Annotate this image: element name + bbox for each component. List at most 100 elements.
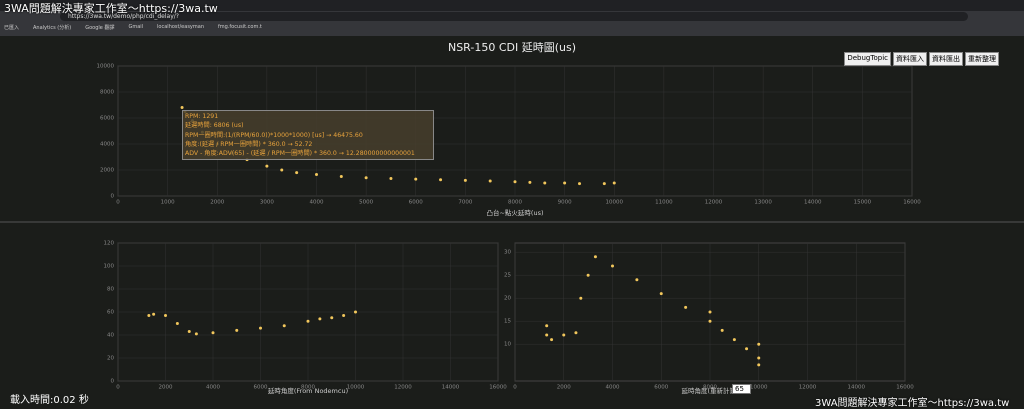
- x-tick-label: 4000: [310, 200, 324, 206]
- point: [176, 322, 179, 325]
- y-tick-label: 80: [107, 287, 114, 293]
- point: [550, 338, 553, 341]
- point: [757, 363, 760, 366]
- button[interactable]: DebugTopic: [844, 52, 891, 66]
- tooltip-line: 角度:(延遲 / RPM一圈時間) * 360.0 → 52.72: [185, 140, 431, 149]
- x-tick-label: 2000: [159, 385, 173, 391]
- x-tick-label: 2000: [210, 200, 224, 206]
- point: [342, 314, 345, 317]
- y-tick-label: 20: [107, 356, 114, 362]
- point: [147, 314, 150, 317]
- button[interactable]: 資料匯出: [929, 52, 963, 66]
- x-tick-label: 6000: [654, 385, 668, 391]
- x-tick-label: 16000: [489, 385, 507, 391]
- tooltip-line: ADV - 角度:ADV(65) - (延遲 / RPM一圈時間) * 360.…: [185, 149, 431, 158]
- point: [545, 324, 548, 327]
- point: [587, 274, 590, 277]
- point: [543, 182, 546, 185]
- y-tick-label: 60: [107, 310, 114, 316]
- y-tick-label: 25: [504, 273, 511, 279]
- x-tick-label: 12000: [705, 200, 723, 206]
- x-tick-label: 6000: [254, 385, 268, 391]
- y-tick-label: 6000: [100, 116, 114, 122]
- point: [340, 175, 343, 178]
- point: [295, 171, 298, 174]
- tooltip: RPM: 1291延遲時間: 6806 (us)RPM一圈時間:(1/(RPM/…: [182, 110, 434, 160]
- x-tick-label: 6000: [409, 200, 423, 206]
- point: [330, 316, 333, 319]
- point: [489, 180, 492, 183]
- point: [528, 181, 531, 184]
- point: [181, 106, 184, 109]
- x-tick-label: 4000: [206, 385, 220, 391]
- y-tick-label: 2000: [100, 168, 114, 174]
- y-tick-label: 120: [104, 241, 115, 247]
- button[interactable]: 資料匯入: [893, 52, 927, 66]
- x-tick-label: 14000: [804, 200, 822, 206]
- point: [365, 176, 368, 179]
- point: [578, 182, 581, 185]
- point: [414, 178, 417, 181]
- point: [152, 313, 155, 316]
- x-tick-label: 14000: [848, 385, 866, 391]
- x-tick-label: 12000: [799, 385, 817, 391]
- point: [545, 334, 548, 337]
- point: [562, 334, 565, 337]
- point: [660, 292, 663, 295]
- x-tick-label: 3000: [260, 200, 274, 206]
- point: [613, 182, 616, 185]
- y-tick-label: 20: [504, 296, 511, 302]
- x-tick-label: 14000: [442, 385, 460, 391]
- point: [188, 330, 191, 333]
- point: [439, 178, 442, 181]
- x-tick-label: 16000: [896, 385, 914, 391]
- x-tick-label: 12000: [394, 385, 412, 391]
- point: [283, 324, 286, 327]
- x-tick-label: 11000: [655, 200, 673, 206]
- point: [389, 177, 392, 180]
- point: [265, 165, 268, 168]
- x-axis-label: 凸台~點火延時(us): [486, 208, 543, 217]
- point: [594, 255, 597, 258]
- x-tick-label: 13000: [754, 200, 772, 206]
- point: [721, 329, 724, 332]
- y-tick-label: 30: [504, 250, 511, 256]
- point: [757, 343, 760, 346]
- x-tick-label: 8000: [508, 200, 522, 206]
- y-tick-label: 0: [111, 379, 115, 385]
- y-tick-label: 100: [104, 264, 115, 270]
- x-tick-label: 15000: [854, 200, 872, 206]
- point: [635, 278, 638, 281]
- tooltip-line: RPM: 1291: [185, 112, 431, 121]
- x-tick-label: 0: [116, 385, 120, 391]
- button[interactable]: 重新整理: [965, 52, 999, 66]
- point: [757, 357, 760, 360]
- tooltip-line: 延遲時間: 6806 (us): [185, 121, 431, 130]
- x-tick-label: 7000: [458, 200, 472, 206]
- point: [574, 331, 577, 334]
- point: [611, 265, 614, 268]
- tooltip-line: RPM一圈時間:(1/(RPM/60.0))*1000*1000) [us] →…: [185, 131, 431, 140]
- point: [235, 329, 238, 332]
- y-tick-label: 40: [107, 333, 114, 339]
- x-tick-label: 0: [513, 385, 517, 391]
- angle-select[interactable]: 65: [732, 384, 751, 394]
- x-tick-label: 16000: [903, 200, 921, 206]
- point: [315, 173, 318, 176]
- y-tick-label: 10: [504, 342, 511, 348]
- point: [709, 311, 712, 314]
- point: [195, 332, 198, 335]
- point: [514, 180, 517, 183]
- y-tick-label: 10000: [97, 64, 115, 70]
- y-tick-label: 15: [504, 319, 511, 325]
- y-tick-label: 0: [111, 194, 115, 200]
- x-tick-label: 4000: [606, 385, 620, 391]
- point: [745, 347, 748, 350]
- x-tick-label: 0: [116, 200, 120, 206]
- x-tick-label: 10000: [750, 385, 768, 391]
- point: [259, 327, 262, 330]
- x-tick-label: 2000: [557, 385, 571, 391]
- y-tick-label: 4000: [100, 142, 114, 148]
- x-tick-label: 9000: [558, 200, 572, 206]
